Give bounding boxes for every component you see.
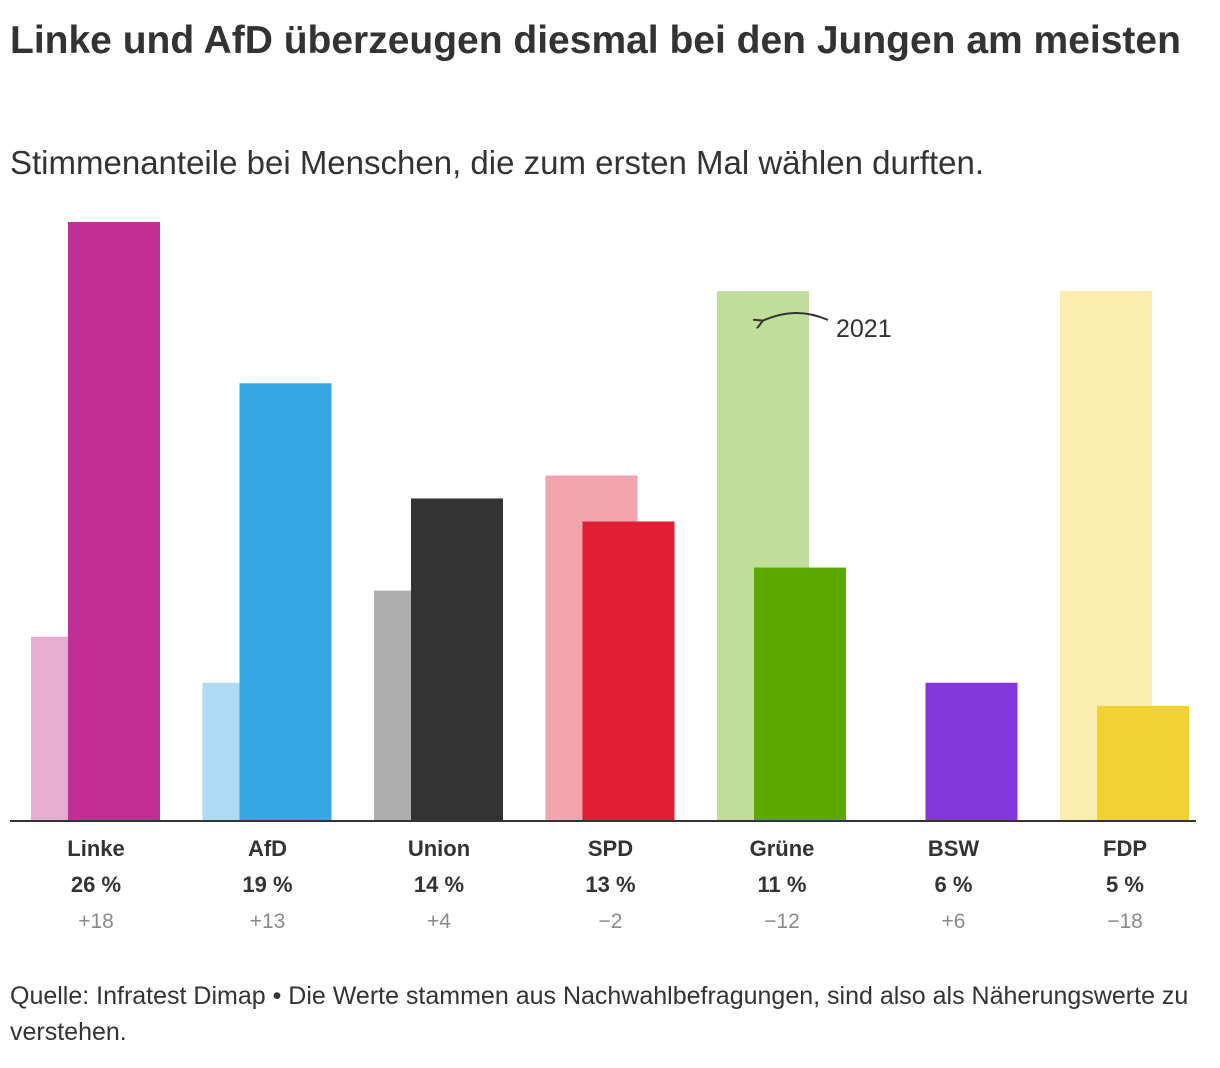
category-label: Grüne xyxy=(750,836,815,861)
category-label: Union xyxy=(408,836,470,861)
annotation-arrow xyxy=(762,312,829,321)
chart-subtitle: Stimmenanteile bei Menschen, die zum ers… xyxy=(10,144,984,181)
category-label: BSW xyxy=(928,836,980,861)
value-label: 19 % xyxy=(242,872,292,897)
bar-2025-linke xyxy=(68,222,160,821)
value-label: 13 % xyxy=(585,872,635,897)
category-label: AfD xyxy=(248,836,287,861)
value-label: 11 % xyxy=(758,872,807,897)
change-label: +13 xyxy=(250,910,286,933)
bar-2025-fdp xyxy=(1097,705,1189,821)
source-note: Quelle: Infratest Dimap • Die Werte stam… xyxy=(10,982,1189,1046)
category-label: SPD xyxy=(588,836,633,861)
value-label: 26 % xyxy=(71,872,121,897)
change-label: −2 xyxy=(599,910,623,933)
bar-chart: Linke 26 % +18 AfD 19 % +13 Union 14 % +4 SPD 13 %… xyxy=(10,222,1196,933)
category-label: Linke xyxy=(67,836,124,861)
value-label: 6 % xyxy=(935,872,973,897)
bar-2025-grüne xyxy=(754,567,846,821)
annotation-label: 2021 xyxy=(836,315,892,343)
value-label: 14 % xyxy=(414,872,464,897)
change-label: +4 xyxy=(427,910,451,933)
change-label: −18 xyxy=(1107,910,1143,933)
category-label: FDP xyxy=(1103,836,1147,861)
chart-title: Linke und AfD überzeugen diesmal bei den… xyxy=(10,19,1181,62)
bars-2025-group xyxy=(68,222,1189,821)
change-label: +6 xyxy=(942,910,966,933)
value-label: 5 % xyxy=(1106,872,1144,897)
change-label: +18 xyxy=(78,910,114,933)
bar-2025-union xyxy=(411,498,503,821)
category-labels-group: Linke 26 % +18 AfD 19 % +13 Union 14 % +4 SPD 13 %… xyxy=(67,836,1147,933)
annotation-2021: 2021 xyxy=(762,312,892,343)
bar-2025-bsw xyxy=(925,682,1018,821)
change-label: −12 xyxy=(764,910,800,933)
bar-2025-spd xyxy=(582,521,675,821)
bar-2025-afd xyxy=(239,383,332,821)
